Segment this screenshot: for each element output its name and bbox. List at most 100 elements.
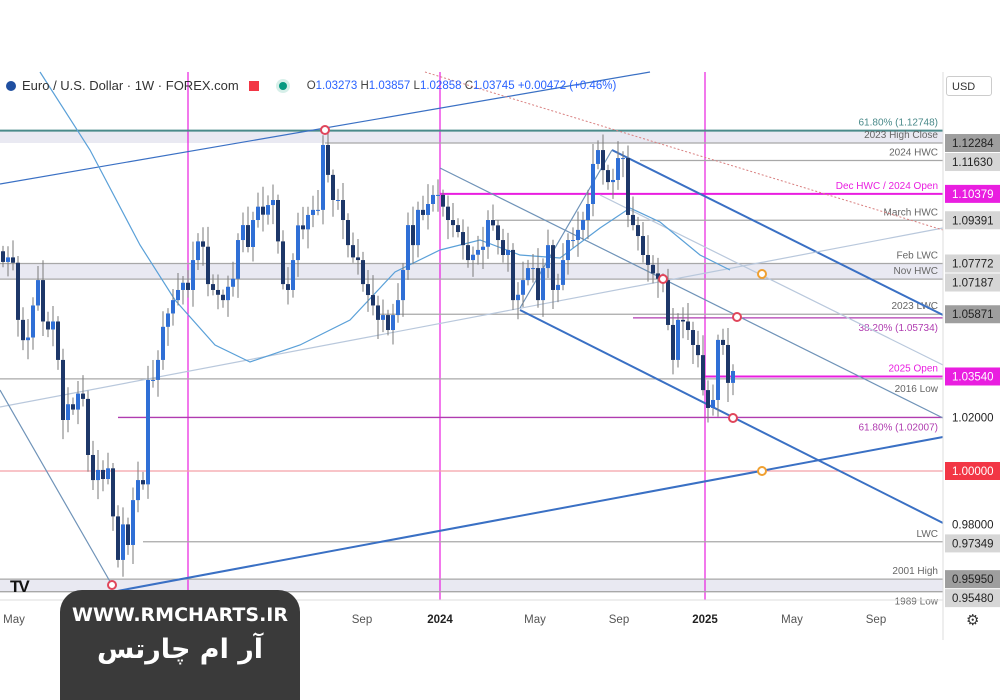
level-label: March HWC: [884, 207, 938, 218]
price-axis-label: 1.10379: [952, 189, 994, 201]
candle: [721, 328, 725, 355]
candle-body: [146, 379, 150, 485]
candle: [596, 140, 600, 170]
candle: [156, 350, 160, 397]
candle-body: [61, 359, 65, 421]
candle: [441, 189, 445, 217]
candle: [231, 261, 235, 297]
watermark: WWW.RMCHARTS.IR آر ام چارتس: [60, 590, 300, 700]
price-axis-badge: [945, 254, 1000, 273]
candle-body: [481, 246, 485, 250]
candle: [356, 238, 360, 275]
candle: [171, 288, 175, 326]
candle: [561, 243, 565, 291]
candle-body: [501, 240, 505, 255]
candle-body: [551, 245, 555, 290]
candle: [436, 179, 440, 212]
candle-body: [436, 194, 440, 196]
chart-legend: Euro / U.S. Dollar · 1W · FOREX.com O1.0…: [6, 78, 616, 93]
flag-icon: [248, 80, 259, 91]
candle-body: [611, 179, 615, 183]
level-label: 2025 Open: [889, 363, 939, 374]
fib-leg-line: [519, 149, 613, 309]
candle: [291, 253, 295, 298]
candle: [181, 275, 185, 305]
candle-body: [396, 300, 400, 316]
level-label: 2023 LWC: [891, 301, 938, 312]
channel-median-line: [439, 167, 944, 419]
candle-body: [271, 199, 275, 206]
candle: [306, 206, 310, 249]
candle-body: [346, 220, 350, 246]
candle-body: [651, 264, 655, 274]
candle-body: [216, 289, 220, 295]
candle-body: [721, 339, 725, 345]
symbol-title[interactable]: Euro / U.S. Dollar · 1W · FOREX.com: [22, 78, 239, 93]
candle-body: [431, 194, 435, 204]
price-axis-label: 1.03540: [952, 371, 994, 383]
candle: [111, 462, 115, 531]
level-label: 38.20% (1.05734): [858, 323, 938, 334]
level-label: 2016 Low: [895, 384, 939, 395]
level-label: Dec HWC / 2024 Open: [836, 181, 938, 192]
candle-body: [531, 268, 535, 270]
candle: [41, 260, 45, 336]
candle-body: [631, 214, 635, 226]
candle-body: [696, 344, 700, 356]
candle-body: [446, 206, 450, 221]
nov-hwc-zone: [0, 263, 943, 280]
candle: [316, 189, 320, 216]
candle: [671, 307, 675, 375]
candle-body: [416, 209, 420, 246]
candle: [286, 267, 290, 305]
candle: [486, 210, 490, 259]
candle-body: [26, 337, 30, 341]
candle-body: [246, 225, 250, 247]
candle: [536, 248, 540, 308]
time-axis-label: May: [524, 614, 546, 626]
marker-circle: [757, 269, 767, 279]
channel-upper-line: [611, 149, 944, 316]
price-axis-label: 0.95480: [952, 593, 994, 605]
candle-body: [521, 280, 525, 295]
candle: [146, 365, 150, 499]
candle-body: [66, 404, 70, 421]
candle-body: [366, 284, 370, 296]
candle-body: [691, 330, 695, 345]
settings-icon[interactable]: ⚙: [966, 612, 980, 629]
globe-icon: [6, 80, 16, 91]
candle-body: [456, 225, 460, 233]
price-axis-label: 1.12284: [952, 138, 994, 150]
price-axis-label: 1.09391: [952, 215, 994, 227]
candle-body: [326, 144, 330, 175]
candle: [106, 452, 110, 485]
candle-body: [576, 229, 580, 241]
candle: [71, 397, 75, 415]
market-open-icon: [278, 81, 287, 90]
candle: [566, 233, 570, 275]
candle-body: [106, 468, 110, 480]
currency-selector[interactable]: USD: [946, 76, 992, 96]
candle: [711, 384, 715, 416]
candle: [191, 241, 195, 307]
price-axis-badge: [945, 534, 1000, 553]
candle-body: [11, 257, 15, 263]
price-axis-label: 0.97349: [952, 538, 994, 550]
rising-support-trendline: [111, 436, 944, 593]
candle-body: [496, 225, 500, 241]
candle-body: [421, 209, 425, 215]
candle-body: [166, 313, 170, 327]
level-label: Feb LWC: [897, 250, 939, 261]
price-axis-badge: [945, 305, 1000, 324]
candle: [126, 517, 130, 555]
candle: [656, 257, 660, 298]
candle-body: [101, 469, 105, 480]
trendline: [0, 389, 113, 586]
candle: [141, 471, 145, 490]
candle-body: [186, 282, 190, 290]
candle: [331, 169, 335, 217]
price-axis-badge: [945, 211, 1000, 230]
price-axis-badge: [945, 273, 1000, 292]
candle-body: [221, 294, 225, 301]
